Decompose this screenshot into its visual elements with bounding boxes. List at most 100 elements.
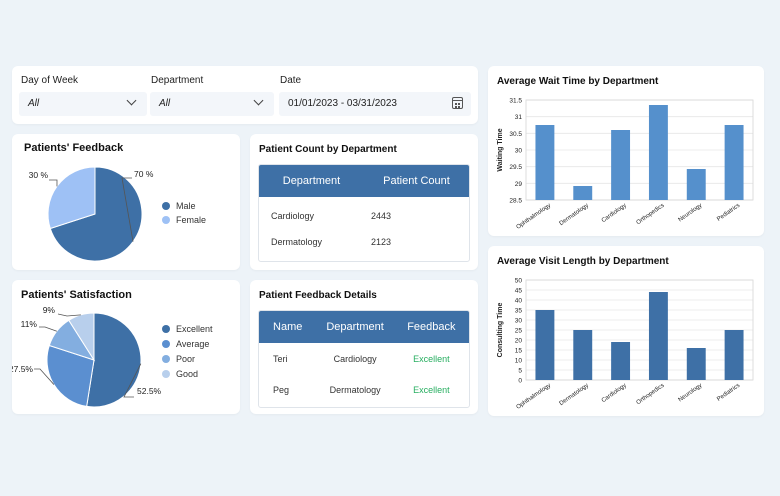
patients-satisfaction-card: Patients' Satisfaction 52.5% 27.5% 11% 9% E… (12, 280, 240, 414)
table-cell: Dermatology (271, 237, 323, 247)
y-tick-label: 29 (515, 181, 523, 188)
visit-length-bar-chart: 0 5 10 15 20 25 30 35 40 45 50 Consulting Time Ophth… (497, 278, 754, 411)
pie-data-label: 70 % (134, 169, 154, 179)
bar[interactable] (686, 348, 706, 380)
x-tick-label: Pediatrics (716, 383, 741, 403)
bar[interactable] (648, 105, 668, 200)
card-title: Average Wait Time by Department (497, 76, 659, 87)
y-tick-label: 50 (515, 278, 523, 285)
table-row: Cardiology 2443 (259, 203, 469, 229)
legend-swatch (162, 370, 170, 378)
table-row: Peg Dermatology Excellent (259, 375, 469, 405)
legend-female: Female (162, 215, 206, 225)
y-tick-label: 20 (515, 338, 523, 345)
bar[interactable] (573, 330, 593, 380)
date-range-input[interactable]: 01/01/2023 - 03/31/2023 (279, 92, 471, 116)
y-tick-label: 0 (518, 378, 522, 385)
day-of-week-value: All (28, 98, 40, 109)
patient-count-table: Department Patient Count Cardiology 2443… (258, 164, 470, 262)
pie-data-label: 9% (43, 305, 56, 315)
pie-slice-excellent[interactable] (86, 312, 142, 408)
y-tick-label: 5 (518, 368, 522, 375)
bar[interactable] (535, 310, 555, 380)
bar[interactable] (686, 169, 706, 200)
x-tick-label: Neurology (678, 203, 704, 224)
column-header[interactable]: Name (273, 321, 303, 333)
pie-data-label: 52.5% (137, 386, 162, 396)
table-cell: Dermatology (329, 385, 381, 395)
department-select[interactable]: All (150, 92, 274, 116)
pie-leader-line (34, 368, 55, 385)
visit-length-card: Average Visit Length by Department 0 5 10 1… (488, 246, 764, 416)
feedback-details-table: Name Department Feedback Teri Cardiology… (258, 310, 470, 408)
legend-swatch (162, 355, 170, 363)
y-axis-label: Waiting Time (497, 128, 504, 171)
feedback-status: Excellent (413, 354, 450, 364)
pie-slice-average[interactable] (46, 344, 95, 407)
feedback-details-card: Patient Feedback Details Name Department… (250, 280, 478, 414)
legend-excellent: Excellent (162, 324, 213, 334)
date-range-value: 01/01/2023 - 03/31/2023 (288, 98, 397, 109)
filters-panel: Day of Week All Department All Date 01/0… (12, 66, 478, 124)
bar[interactable] (535, 125, 555, 200)
bar[interactable] (724, 330, 744, 380)
table-cell: Peg (273, 385, 290, 395)
bar[interactable] (724, 125, 744, 200)
card-title: Patient Feedback Details (259, 290, 377, 301)
bar[interactable] (573, 186, 593, 200)
satisfaction-pie-chart: 52.5% 27.5% 11% 9% (12, 305, 162, 408)
y-tick-label: 15 (515, 348, 523, 355)
column-header[interactable]: Feedback (407, 321, 456, 333)
x-tick-label: Dermatology (559, 383, 590, 407)
bar[interactable] (611, 342, 631, 380)
y-tick-label: 45 (515, 288, 523, 295)
bar[interactable] (648, 292, 668, 380)
table-cell: Cardiology (333, 354, 377, 364)
y-tick-label: 10 (515, 358, 523, 365)
legend-swatch (162, 202, 170, 210)
pie-leader-line (39, 326, 57, 332)
card-title: Average Visit Length by Department (497, 256, 669, 267)
x-tick-label: Neurology (678, 383, 704, 404)
wait-time-bar-chart: 28.5 29 29.5 30 30.5 31 31.5 Waiting Time Ophtha… (497, 98, 754, 231)
legend-label: Poor (176, 354, 196, 364)
day-of-week-label: Day of Week (21, 75, 79, 86)
chevron-down-icon (126, 95, 137, 106)
calendar-icon[interactable] (452, 97, 463, 109)
day-of-week-select[interactable]: All (19, 92, 147, 116)
x-tick-label: Cardiology (601, 383, 628, 404)
card-title: Patients' Feedback (24, 142, 124, 154)
column-header[interactable]: Department (326, 321, 384, 333)
legend-male: Male (162, 201, 196, 211)
wait-time-card: Average Wait Time by Department 28.5 29 29… (488, 66, 764, 236)
x-tick-label: Ophthalmology (516, 203, 553, 231)
pie-leader-line (121, 177, 134, 242)
pie-leader-line (49, 179, 58, 187)
y-tick-label: 40 (515, 298, 523, 305)
y-tick-label: 31 (515, 114, 523, 121)
legend-label: Female (176, 215, 207, 225)
chevron-down-icon (253, 95, 264, 106)
x-tick-label: Ophthalmology (516, 383, 553, 411)
table-header: Department Patient Count (259, 165, 469, 197)
department-value: All (159, 98, 171, 109)
column-header[interactable]: Patient Count (383, 175, 450, 187)
bar[interactable] (611, 130, 631, 200)
legend-label: Average (176, 339, 210, 349)
y-tick-label: 30 (515, 148, 523, 155)
legend-swatch (162, 325, 170, 333)
y-tick-label: 35 (515, 308, 523, 315)
column-header[interactable]: Department (282, 175, 341, 187)
x-tick-label: Dermatology (559, 203, 590, 227)
x-tick-label: Cardiology (601, 203, 628, 224)
legend-average: Average (162, 339, 209, 349)
table-header: Name Department Feedback (259, 311, 469, 343)
pie-leader-line (57, 313, 81, 317)
legend-label: Good (176, 369, 199, 379)
date-label: Date (280, 75, 302, 86)
legend-good: Good (162, 369, 198, 379)
pie-data-label: 27.5% (12, 364, 33, 374)
y-tick-label: 25 (515, 328, 523, 335)
pie-slice-good[interactable] (68, 312, 95, 362)
pie-data-label: 30 % (29, 170, 49, 180)
